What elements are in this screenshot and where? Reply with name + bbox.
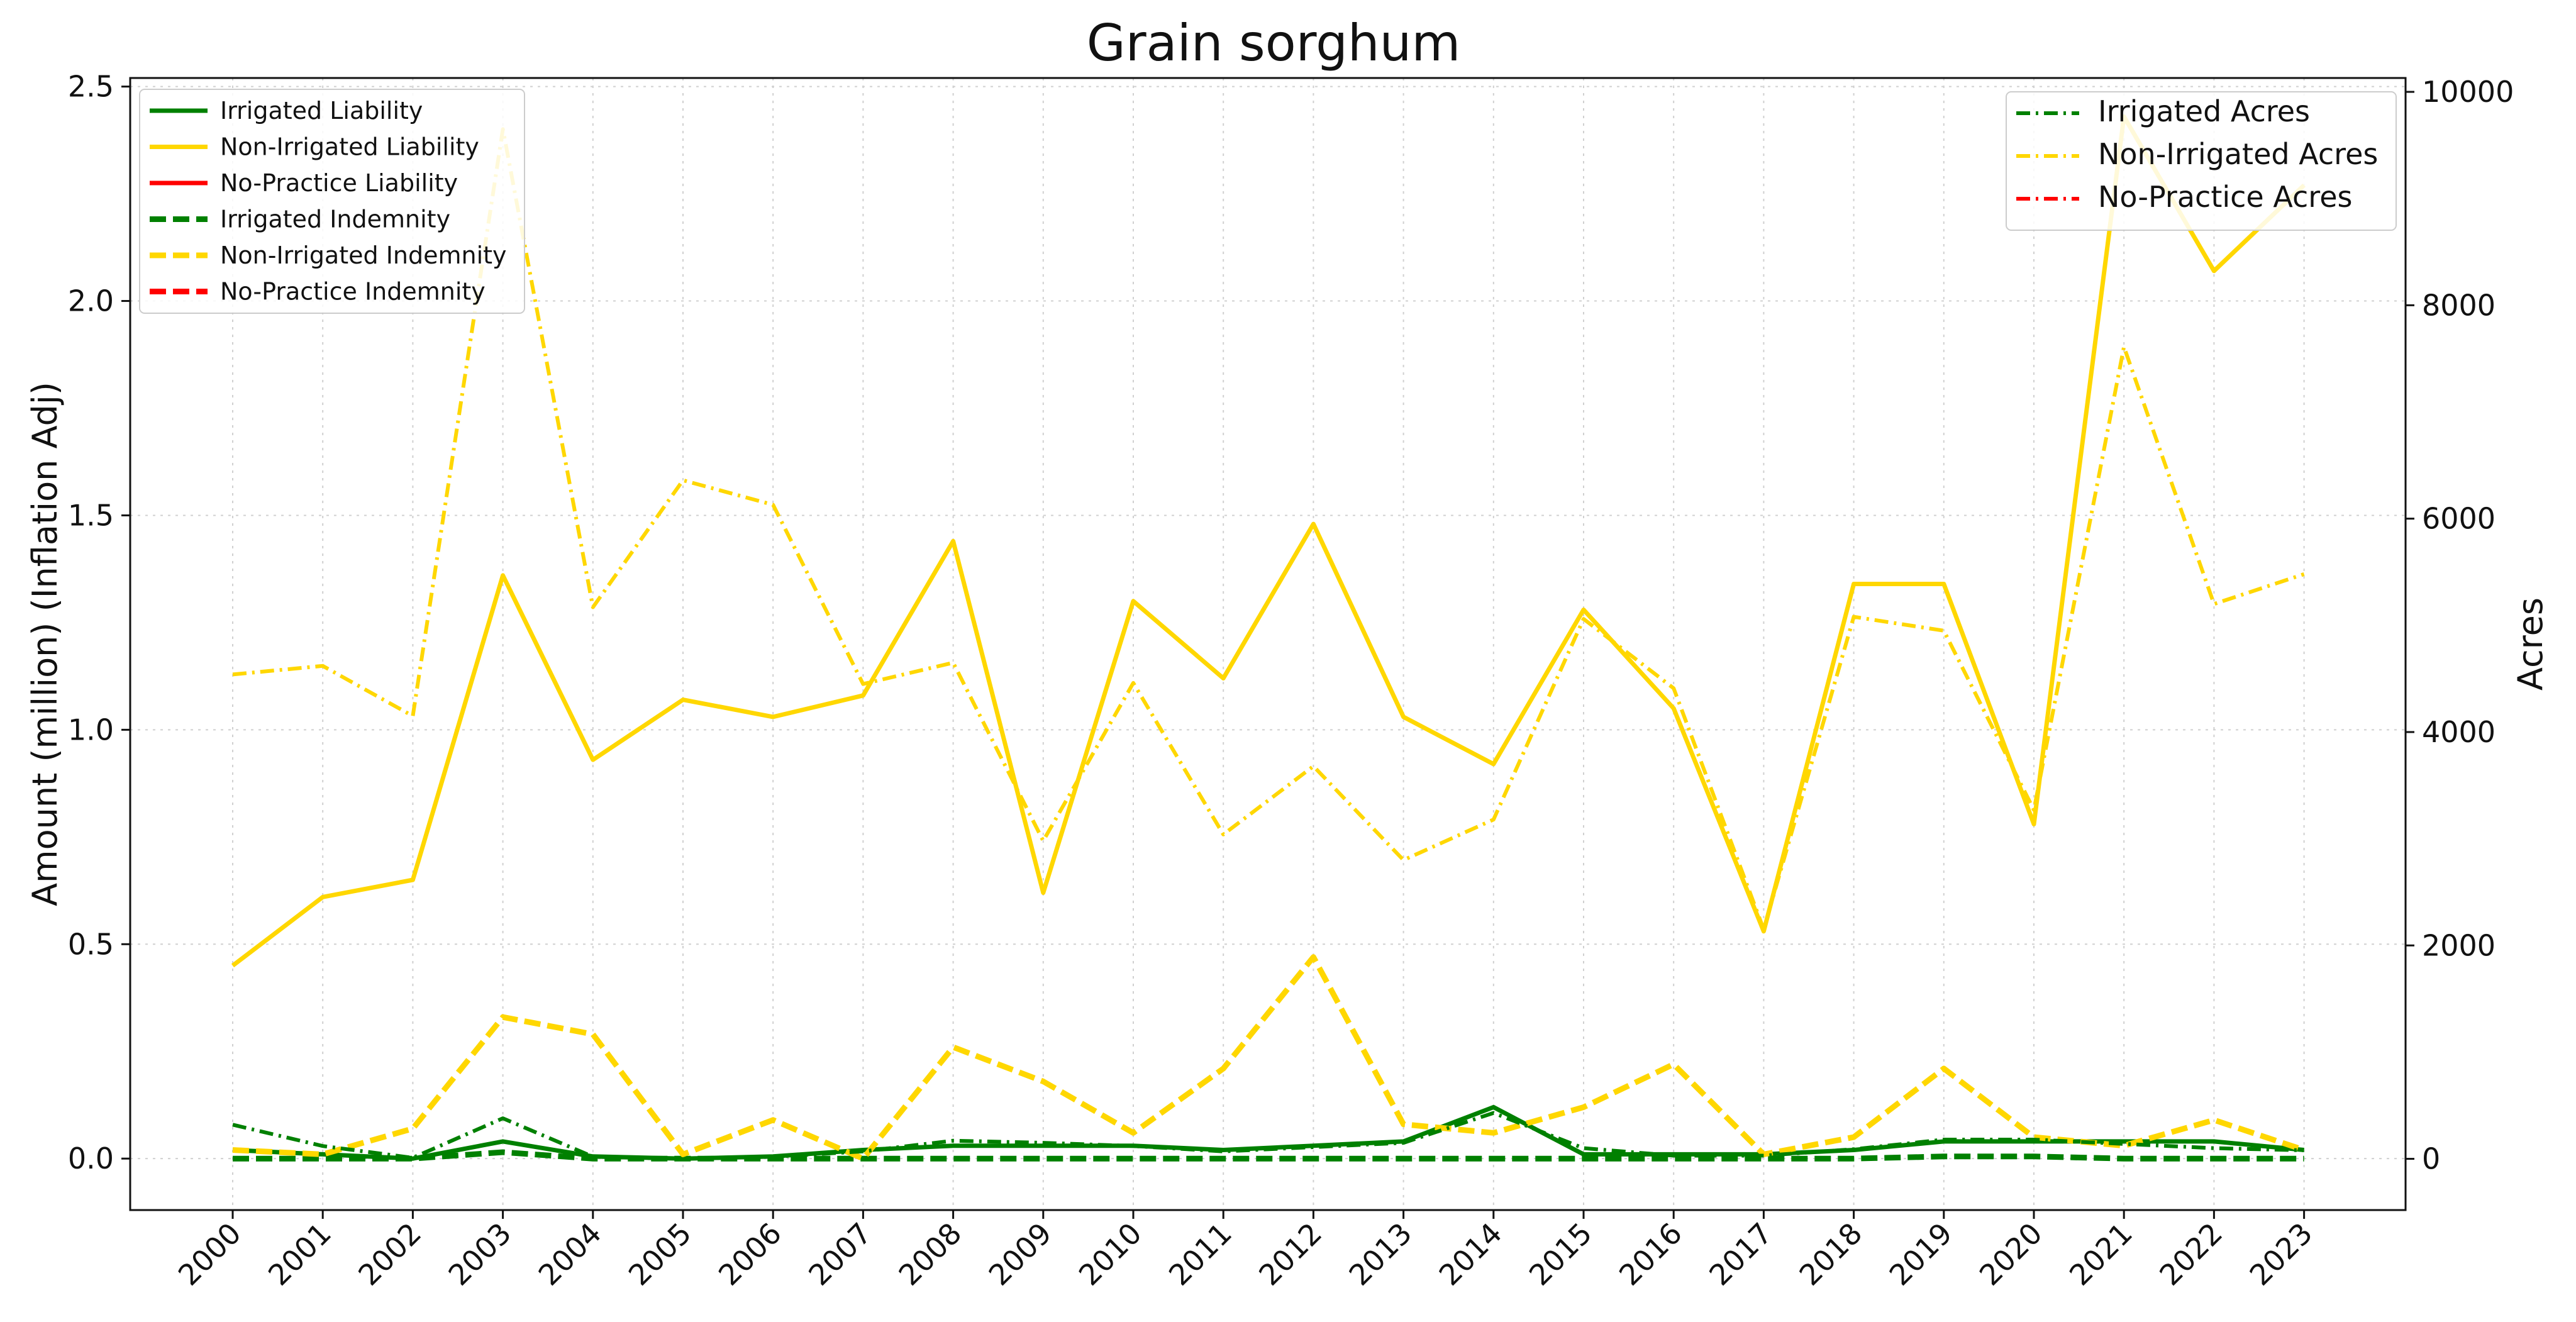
- x-tick-label: 2021: [2063, 1216, 2139, 1292]
- x-tick-label: 2011: [1162, 1216, 1238, 1292]
- x-tick-label: 2001: [262, 1216, 338, 1292]
- series-line: [232, 954, 2306, 1162]
- x-tick-label: 2023: [2243, 1216, 2319, 1292]
- legend-frame: [2006, 91, 2397, 231]
- series-line: [231, 114, 2306, 968]
- x-tick-label: 2013: [1342, 1216, 1418, 1292]
- y-tick-label-left: 1.5: [68, 498, 114, 532]
- series-line: [233, 1149, 2304, 1162]
- series-line: [232, 1111, 2304, 1161]
- legend-label: Non-Irrigated Indemnity: [220, 242, 507, 269]
- y-tick-label-left: 1.0: [68, 713, 114, 747]
- legend-label: Non-Irrigated Acres: [2098, 137, 2378, 171]
- x-tick-label: 2014: [1433, 1216, 1509, 1292]
- legend-label: Non-Irrigated Liability: [220, 133, 479, 161]
- x-tick-label: 2015: [1523, 1216, 1599, 1292]
- x-tick-label: 2008: [892, 1216, 968, 1292]
- x-tick-label: 2018: [1792, 1216, 1868, 1292]
- y-tick-label-right: 6000: [2422, 502, 2496, 536]
- x-tick-label: 2000: [172, 1216, 248, 1292]
- series-layer: [231, 114, 2306, 1162]
- legend-label: Irrigated Acres: [2098, 94, 2310, 128]
- series-line: [232, 127, 2305, 931]
- y-tick-label-right: 4000: [2422, 715, 2496, 749]
- chart-title: Grain sorghum: [1086, 14, 1461, 72]
- x-tick-label: 2016: [1613, 1216, 1689, 1292]
- y-tick-label-left: 2.5: [68, 70, 114, 104]
- legend-left: Irrigated Liability Non-Irrigated Liabili…: [139, 89, 525, 314]
- legend-right: Irrigated Acres Non-Irrigated Acres No-Pra…: [2006, 91, 2397, 231]
- y-tick-label-left: 2.0: [68, 284, 114, 318]
- x-tick-label: 2009: [982, 1216, 1058, 1292]
- x-tick-label: 2006: [712, 1216, 788, 1292]
- x-tick-label: 2019: [1883, 1216, 1959, 1292]
- legend-label: No-Practice Acres: [2098, 180, 2352, 214]
- legend-label: Irrigated Liability: [220, 97, 423, 125]
- y-tick-label-right: 8000: [2422, 288, 2496, 322]
- x-tick-label: 2022: [2153, 1216, 2229, 1292]
- x-tick-label: 2005: [622, 1216, 698, 1292]
- legend-label: No-Practice Indemnity: [220, 278, 486, 306]
- y-tick-label-left: 0.0: [68, 1141, 114, 1175]
- legend-frame: [139, 89, 525, 314]
- y-axis-label-left: Amount (million) (Inflation Adj): [25, 382, 65, 906]
- x-tick-label: 2007: [802, 1216, 878, 1292]
- x-tick-label: 2003: [441, 1216, 518, 1292]
- y-tick-label-right: 10000: [2422, 75, 2514, 109]
- x-tick-label: 2012: [1252, 1216, 1328, 1292]
- y-axis-label-right: Acres: [2511, 597, 2550, 691]
- x-tick-label: 2010: [1072, 1216, 1148, 1292]
- x-tick-label: 2002: [352, 1216, 428, 1292]
- legend-label: No-Practice Liability: [220, 169, 458, 197]
- legend-label: Irrigated Indemnity: [220, 206, 450, 233]
- plot-frame: [129, 77, 2407, 1211]
- y-tick-label-left: 0.5: [68, 927, 114, 961]
- x-tick-label: 2020: [1973, 1216, 2049, 1292]
- y-tick-label-right: 0: [2422, 1142, 2440, 1176]
- x-tick-label: 2017: [1702, 1216, 1779, 1292]
- x-tick-label: 2004: [532, 1216, 608, 1292]
- y-tick-label-right: 2000: [2422, 928, 2496, 962]
